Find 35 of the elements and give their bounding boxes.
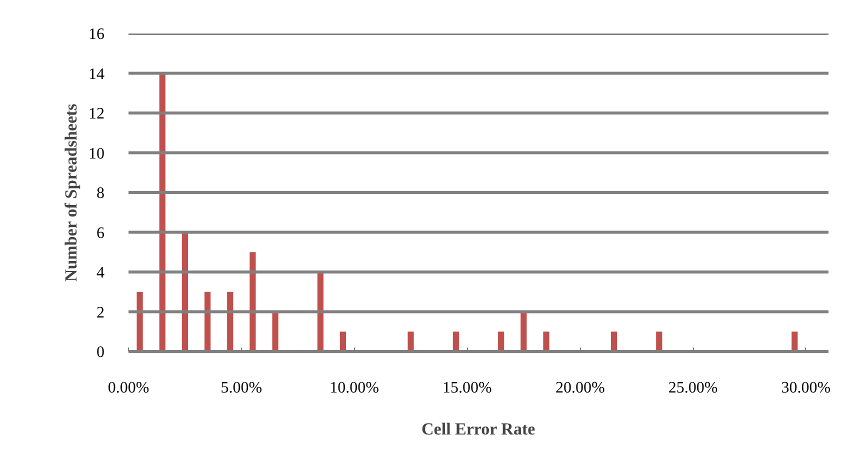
x-axis-title: Cell Error Rate	[422, 420, 536, 438]
bar	[656, 332, 662, 352]
y-tick-label: 10	[88, 145, 104, 162]
y-tick-label: 2	[96, 304, 104, 322]
x-tick-label: 15.00%	[442, 380, 492, 396]
y-axis-title: Number of Spreadsheets	[62, 103, 80, 282]
x-tick-label: 0.00%	[108, 380, 150, 396]
y-tick-label: 12	[88, 106, 104, 122]
y-tick-label: 8	[96, 185, 104, 202]
y-tick-label: 0	[96, 344, 104, 361]
bar	[250, 252, 256, 352]
y-tick-label: 14	[88, 66, 104, 83]
y-tick-label: 16	[88, 26, 104, 43]
bar	[159, 73, 166, 352]
bar	[317, 272, 324, 352]
bar	[498, 332, 504, 352]
bar	[543, 332, 550, 352]
x-tick-label: 20.00%	[555, 380, 605, 396]
x-tick-label: 10.00%	[330, 380, 379, 396]
x-tick-label: 30.00%	[781, 380, 831, 396]
x-tick-label: 5.00%	[220, 380, 262, 396]
bar	[340, 332, 346, 352]
bar	[272, 312, 278, 352]
bar	[182, 232, 188, 352]
bar	[792, 332, 798, 352]
bar	[520, 312, 527, 352]
bar	[204, 292, 211, 352]
bar	[408, 332, 414, 352]
x-tick-label: 25.00%	[668, 380, 718, 396]
bar	[227, 292, 234, 352]
y-tick-label: 6	[96, 224, 104, 242]
bar	[610, 332, 618, 352]
bar	[136, 292, 143, 352]
y-tick-label: 4	[96, 264, 104, 282]
bar	[452, 332, 459, 352]
